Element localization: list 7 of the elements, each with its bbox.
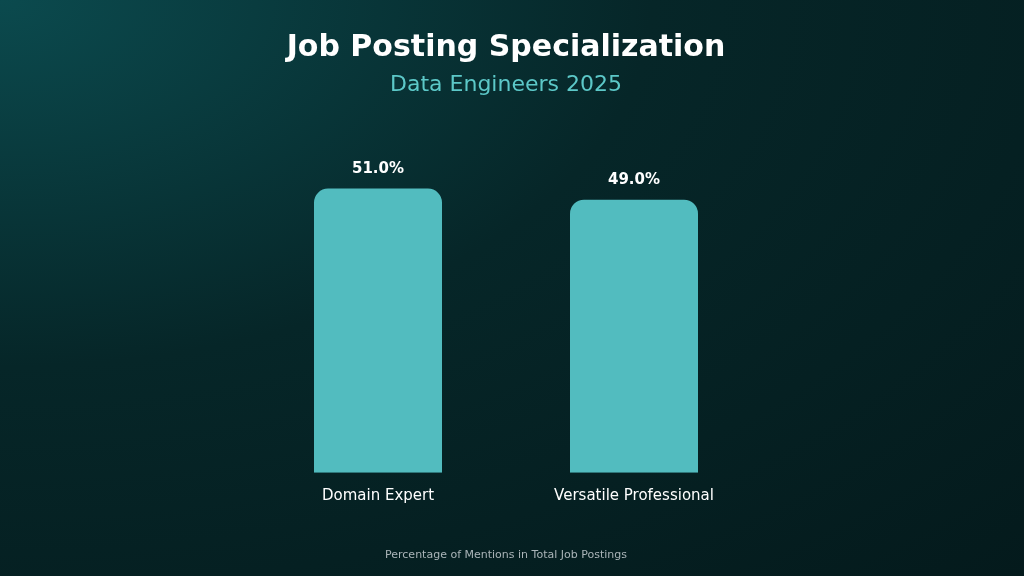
x-axis-title: Percentage of Mentions in Total Job Postings <box>385 548 628 562</box>
x-tick-label: Domain Expert <box>321 485 435 504</box>
chart-subtitle: Data Engineers 2025 <box>390 70 622 96</box>
data-label: 51.0% <box>351 158 405 177</box>
data-label: 49.0% <box>607 170 661 189</box>
x-tick-label: Versatile Professional <box>554 485 714 504</box>
chart-title: Job Posting Specialization <box>284 27 726 63</box>
